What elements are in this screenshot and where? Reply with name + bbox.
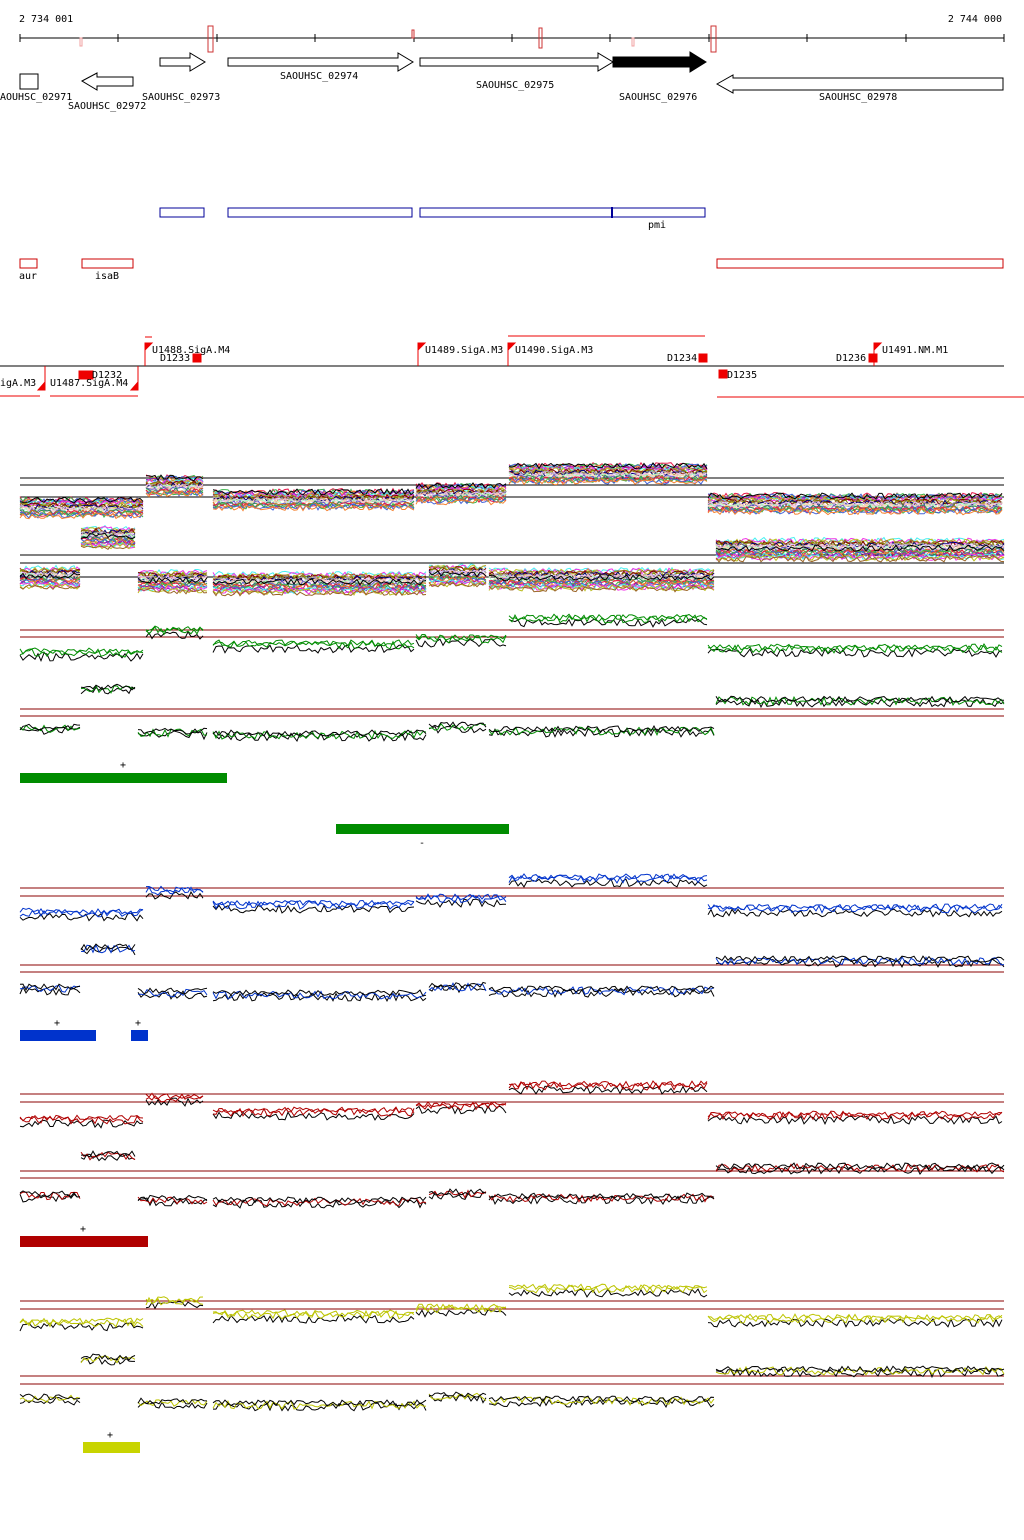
expression-profile-line [19,478,1003,520]
expression-profile-line [19,1080,1003,1122]
expression-tracks [19,461,1005,1412]
expression-profile-line [19,1151,1005,1207]
operon-box[interactable] [159,207,205,218]
expression-profile-line [19,1353,1005,1407]
feature-label[interactable]: D1234 [667,353,697,364]
gene-label: SAOUHSC_02973 [142,92,220,103]
feature-track: U1488.SigA.M4 D1233 U1489.SigA.M3 U1490.… [0,335,1024,398]
operon-box[interactable] [611,207,706,218]
feature-label[interactable]: U1487.SigA.M4 [50,378,128,389]
expression-profile-line [19,532,1005,586]
gene-label: SAOUHSC_02976 [619,92,697,103]
expression-profile-line [19,618,1003,663]
feature-label[interactable]: U1490.SigA.M3 [515,345,593,356]
expression-profile-line [19,542,1005,596]
strand-mark: - [419,838,425,849]
axis-start-label: 2 734 001 [19,14,73,25]
annotation-aur[interactable] [19,258,38,269]
expression-profile-line [19,943,1005,997]
condition-bar-red-plus[interactable] [20,1236,148,1247]
expression-profile-line [19,943,1005,1000]
expression-profile-line [19,543,1005,597]
annotation-label: aur [19,271,37,282]
condition-bar-blue-plus[interactable] [131,1030,148,1041]
strand-mark: + [107,1430,113,1441]
expression-profile-line [19,613,1003,658]
strand-mark: + [135,1018,141,1029]
operon-box[interactable] [227,207,413,218]
expression-profile-line [19,1357,1005,1412]
annotation-isaB[interactable] [81,258,134,269]
expression-profile-line [19,1153,1005,1209]
condition-bar-blue-plus[interactable] [20,1030,96,1041]
annotation-track: aur isaB [19,258,1004,282]
strand-mark: + [80,1224,86,1235]
feature-label[interactable]: igA.M3 [0,378,36,389]
gene-label: SAOUHSC_02978 [819,92,897,103]
expression-profile-line [19,1283,1003,1325]
operon-box[interactable] [419,207,613,218]
operon-label-pmi: pmi [648,220,666,231]
gene-track: AOUHSC_02971 SAOUHSC_02972 SAOUHSC_02973… [0,51,1004,112]
feature-label[interactable]: U1489.SigA.M3 [425,345,503,356]
condition-bar-green-plus[interactable] [20,773,227,783]
feature-label[interactable]: U1491.NM.M1 [882,345,948,356]
gene-label: SAOUHSC_02974 [280,71,358,82]
expression-profile-line [19,475,1003,517]
expression-profile-line [19,613,1003,655]
expression-profile-line [19,1085,1003,1129]
gene-label: SAOUHSC_02972 [68,101,146,112]
condition-bars: + - + + + + [20,760,509,1453]
gene-SAOUHSC_02973[interactable]: SAOUHSC_02973 [142,52,220,103]
gene-SAOUHSC_02974[interactable]: SAOUHSC_02974 [227,52,414,82]
gene-label: AOUHSC_02971 [0,92,72,103]
gene-SAOUHSC_02972[interactable]: SAOUHSC_02972 [68,72,146,112]
feature-label[interactable]: D1235 [727,370,757,381]
expression-profile-line [19,873,1003,915]
expression-profile-line [19,462,1003,504]
annotation-label: isaB [95,271,119,282]
expression-profile-line [19,1081,1003,1125]
gene-label: SAOUHSC_02975 [476,80,554,91]
expression-profile-line [19,542,1005,595]
feature-label[interactable]: D1232 [92,370,122,381]
feature-label[interactable]: U1488.SigA.M4 [152,345,230,356]
axis-end-label: 2 744 000 [948,14,1002,25]
expression-profile-line [19,878,1003,922]
gene-SAOUHSC_02975[interactable]: SAOUHSC_02975 [419,52,614,91]
expression-profile-line [19,1284,1003,1328]
strand-mark: + [120,760,126,771]
expression-profile-line [19,684,1005,740]
expression-profile-line [19,946,1005,1002]
annotation-box[interactable] [716,258,1004,269]
feature-label[interactable]: D1233 [160,353,190,364]
gene-SAOUHSC_02978[interactable]: SAOUHSC_02978 [715,74,1004,103]
expression-profile-line [19,1150,1005,1204]
expression-profile-line [19,1288,1003,1332]
condition-bar-yellow-plus[interactable] [83,1442,140,1453]
coordinate-axis: 2 734 001 2 744 000 [19,14,1005,53]
operon-track: pmi [159,207,706,231]
gene-SAOUHSC_02976[interactable]: SAOUHSC_02976 [612,51,707,103]
expression-profile-line [19,1355,1005,1410]
gene-SAOUHSC_02971[interactable]: AOUHSC_02971 [0,73,72,103]
strand-mark: + [54,1018,60,1029]
feature-label[interactable]: D1236 [836,353,866,364]
expression-profile-line [19,683,1005,737]
condition-bar-green-minus[interactable] [336,824,509,834]
